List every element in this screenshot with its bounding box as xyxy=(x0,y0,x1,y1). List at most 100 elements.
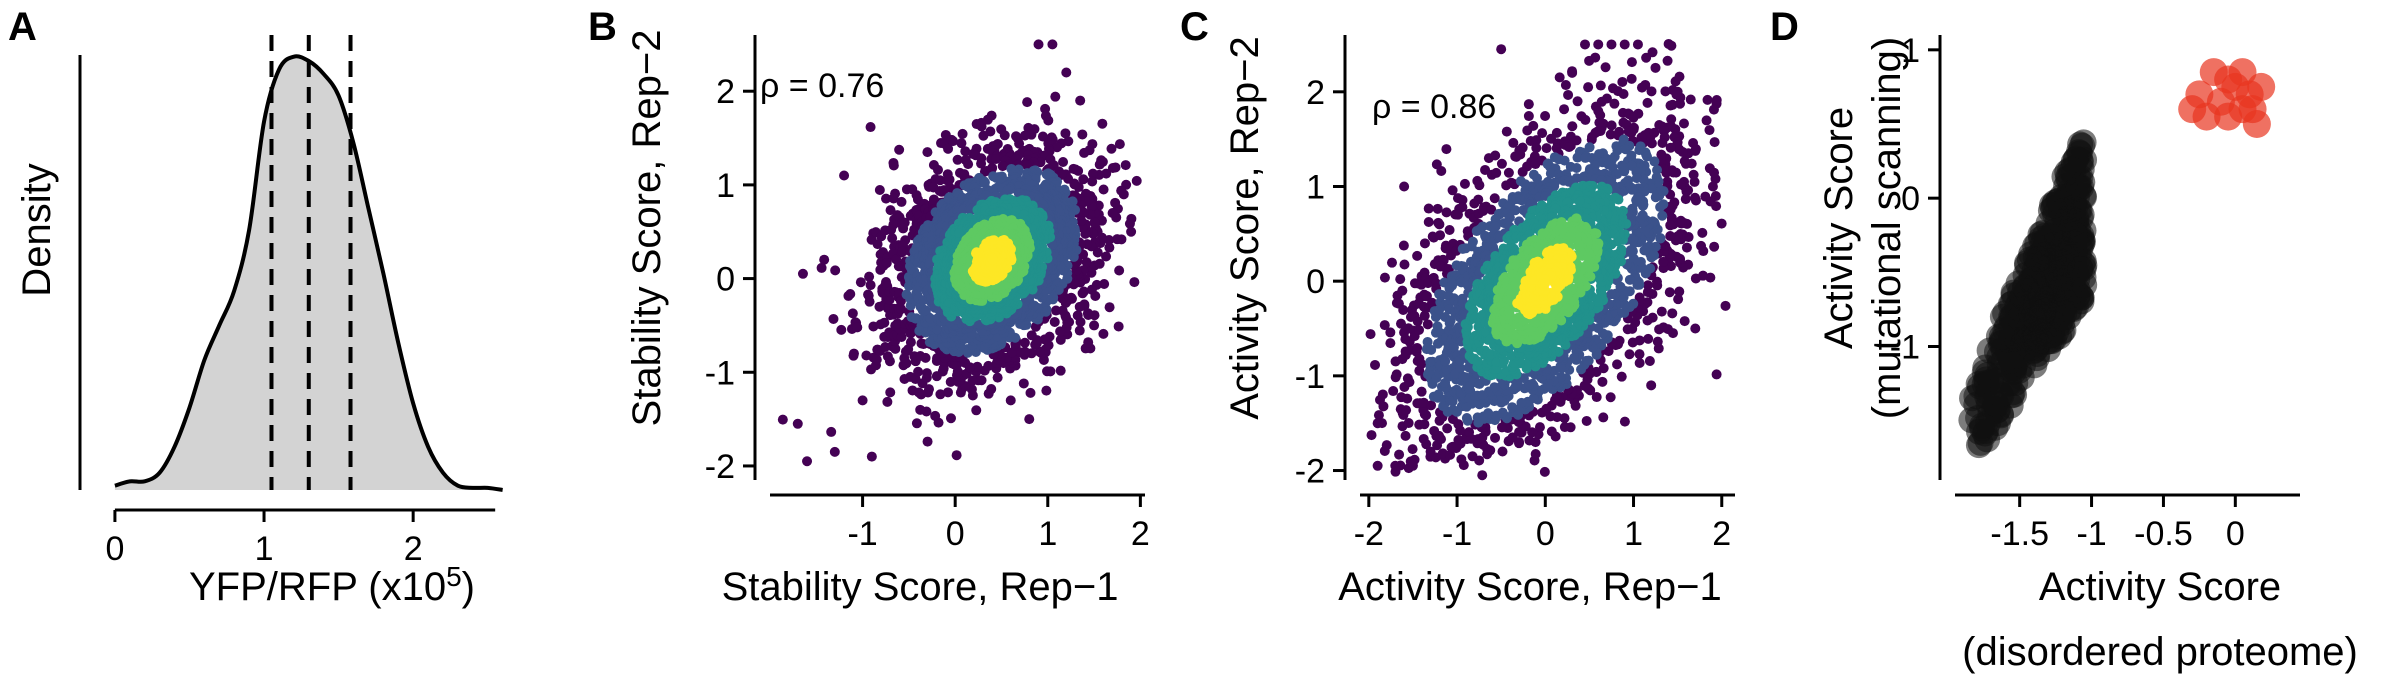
panel-c-point xyxy=(1436,165,1447,176)
panel-c-point xyxy=(1709,241,1720,252)
panel-b-point xyxy=(945,376,956,387)
panel-c-point xyxy=(1370,359,1381,370)
panel-c-point xyxy=(1597,376,1608,387)
panel-b-point xyxy=(1114,139,1125,150)
panel-c-point xyxy=(1391,369,1402,380)
panel-b-point xyxy=(960,146,971,157)
panel-b-point xyxy=(1058,156,1069,167)
panel-c-point xyxy=(1704,125,1715,136)
panel-c-point xyxy=(1624,274,1635,285)
panel-c-point xyxy=(1639,245,1650,256)
panel-b-point xyxy=(887,233,898,244)
panel-c-point xyxy=(1419,238,1430,249)
panel-b-point xyxy=(922,436,933,447)
panel-c-point xyxy=(1467,451,1478,462)
panel-c-point xyxy=(1626,127,1637,138)
panel-b-point xyxy=(1124,218,1135,229)
panel-b-point xyxy=(957,128,968,139)
panel-c-point xyxy=(1407,444,1418,455)
panel-b-point xyxy=(935,389,946,400)
panel-c-point xyxy=(1412,342,1423,353)
panel-b-point xyxy=(1041,385,1052,396)
panel-c-point xyxy=(1452,209,1463,220)
panel-b-point xyxy=(1116,185,1127,196)
panel-c-point xyxy=(1564,142,1575,153)
panel-c-point xyxy=(1595,80,1606,91)
panel-c-point xyxy=(1708,104,1719,115)
panel-b-point xyxy=(896,196,907,207)
panel-a-ylabel: Density xyxy=(15,163,59,296)
panel-c-point xyxy=(1580,114,1591,125)
panel-b-point xyxy=(828,313,839,324)
panel-c-point xyxy=(1658,256,1669,267)
panel-c-point xyxy=(1642,97,1653,108)
panel-c-point xyxy=(1539,466,1550,477)
panel-c-point xyxy=(1441,207,1452,218)
panel-letter-c: C xyxy=(1180,5,1209,49)
panel-b-point xyxy=(874,185,885,196)
panel-c-point xyxy=(1559,422,1570,433)
panel-b-point xyxy=(983,360,994,371)
panel-c-point xyxy=(1491,167,1502,178)
panel-b-y-tick-label: -1 xyxy=(705,354,735,392)
panel-b-point xyxy=(896,331,907,342)
panel-b-point xyxy=(852,322,863,333)
panel-c-point xyxy=(1416,386,1427,397)
panel-b-outlier-point xyxy=(1089,320,1100,331)
panel-c-point xyxy=(1704,163,1715,174)
panel-c-point xyxy=(1657,210,1668,221)
panel-c-point xyxy=(1377,389,1388,400)
panel-b-point xyxy=(882,351,893,362)
panel-c-point xyxy=(1584,55,1595,66)
panel-b-point xyxy=(1037,131,1048,142)
panel-b-outlier-point xyxy=(1024,414,1035,425)
panel-c-point xyxy=(1662,55,1673,66)
panel-b-point xyxy=(1089,217,1100,228)
panel-b-point xyxy=(987,254,998,265)
panel-c-point xyxy=(1540,110,1551,121)
panel-b-point xyxy=(1087,168,1098,179)
panel-b-point xyxy=(1107,162,1118,173)
panel-c-point xyxy=(1385,327,1396,338)
panel-b-point xyxy=(1129,277,1140,288)
panel-b-outlier-point xyxy=(1033,39,1044,50)
panel-c-point xyxy=(1642,315,1653,326)
panel-b-outlier-point xyxy=(857,395,868,406)
panel-b-point xyxy=(1069,179,1080,190)
panel-c-point xyxy=(1530,448,1541,459)
panel-b-outlier-point xyxy=(792,418,803,429)
panel-c-point xyxy=(1490,432,1501,443)
panel-c-point xyxy=(1622,324,1633,335)
panel-c-point xyxy=(1665,220,1676,231)
panel-c-point xyxy=(1403,418,1414,429)
panel-c-point xyxy=(1679,156,1690,167)
panel-b-outlier-point xyxy=(1075,95,1086,106)
panel-b-rho-annotation: ρ = 0.76 xyxy=(760,67,884,105)
panel-c-point xyxy=(1429,425,1440,436)
panel-b-point xyxy=(1049,316,1060,327)
panel-b-point xyxy=(1106,143,1117,154)
panel-letter-a: A xyxy=(8,5,37,49)
panel-b-point xyxy=(986,384,997,395)
panel-c-point xyxy=(1483,408,1494,419)
panel-c-point xyxy=(1461,413,1472,424)
panel-c-point xyxy=(1626,57,1637,68)
panel-c-point xyxy=(1660,86,1671,97)
panel-b-point xyxy=(1076,215,1087,226)
panel-c-point xyxy=(1571,162,1582,173)
panel-b-point xyxy=(913,366,924,377)
panel-b-point xyxy=(913,387,924,398)
panel-b-point xyxy=(1018,378,1029,389)
panel-b-point xyxy=(1112,234,1123,245)
panel-b-point xyxy=(1068,163,1079,174)
panel-b-point xyxy=(1021,159,1032,170)
panel-b-point xyxy=(911,418,922,429)
panel-c-point xyxy=(1567,67,1578,78)
panel-b-point xyxy=(898,223,909,234)
panel-b-point xyxy=(956,138,967,149)
panel-b-point xyxy=(915,404,926,415)
panel-c-point xyxy=(1656,306,1667,317)
panel-b-point xyxy=(920,352,931,363)
panel-c-point xyxy=(1422,319,1433,330)
